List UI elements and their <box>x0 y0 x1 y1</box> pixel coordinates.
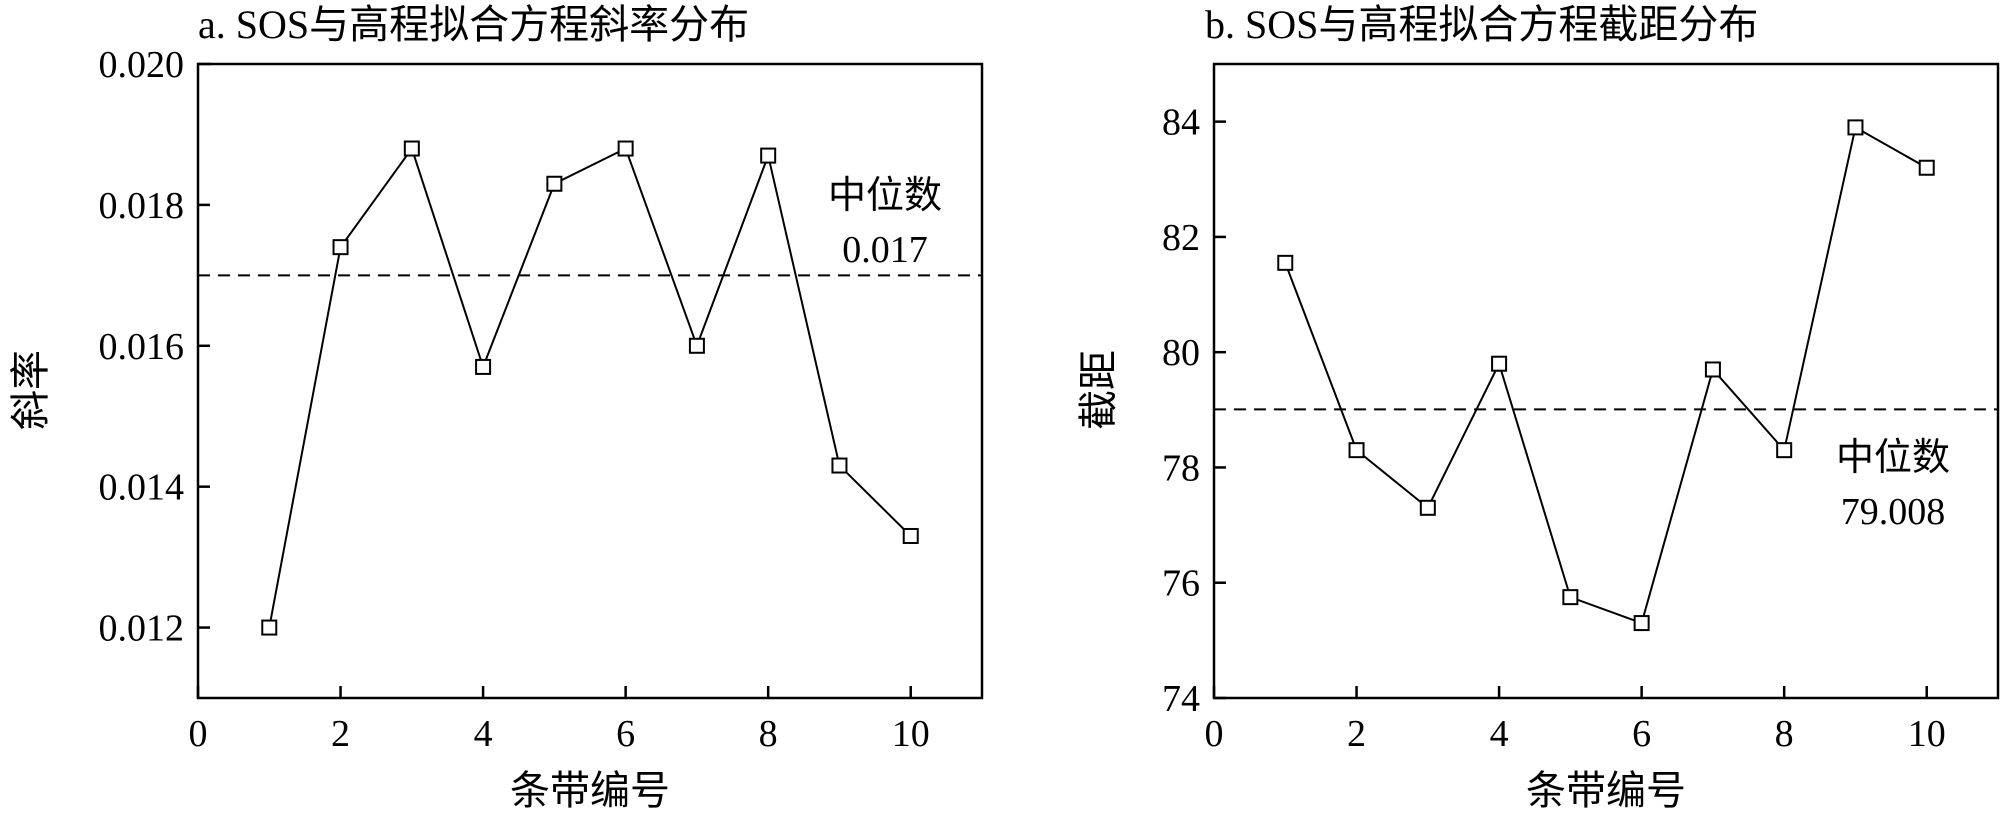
x-tick-label-a: 6 <box>616 713 635 755</box>
y-tick-label-a: 0.016 <box>99 326 185 368</box>
y-tick-label-a: 0.012 <box>99 608 185 650</box>
y-axis-label-a: 斜率 <box>8 350 53 430</box>
median-label-b-line1: 中位数 <box>1836 437 1950 479</box>
y-tick-label-b: 74 <box>1162 678 1200 720</box>
data-point-a <box>261 619 278 636</box>
data-point-b <box>1776 442 1793 459</box>
data-point-a <box>546 175 563 192</box>
panel-b: b. SOS与高程拟合方程截距分布 条带编号 截距 中位数 79.008 0 2 4… <box>1076 2 2000 813</box>
y-tick-label-b: 78 <box>1162 447 1200 489</box>
data-point-b <box>1847 119 1864 136</box>
y-tick-label-a: 0.020 <box>99 44 185 86</box>
x-tick-label-b: 10 <box>1908 713 1946 755</box>
y-tick-label-a: 0.014 <box>99 467 185 509</box>
chart-title-a: a. SOS与高程拟合方程斜率分布 <box>198 2 749 47</box>
y-tick-label-b: 84 <box>1162 102 1200 144</box>
data-point-a <box>688 337 705 354</box>
series-line-b <box>1284 125 1928 625</box>
x-tick-label-a: 0 <box>189 713 208 755</box>
data-point-b <box>1918 159 1935 176</box>
y-axis-label-b: 截距 <box>1076 350 1121 430</box>
y-tick-label-a: 0.018 <box>99 185 185 227</box>
data-point-b <box>1704 361 1721 378</box>
data-point-b <box>1633 615 1650 632</box>
x-tick-label-b: 6 <box>1632 713 1651 755</box>
data-point-a <box>760 147 777 164</box>
data-point-b <box>1348 442 1365 459</box>
y-tick-label-b: 80 <box>1162 332 1200 374</box>
x-tick-label-a: 10 <box>892 713 930 755</box>
data-point-a <box>617 140 634 157</box>
plot-frame-b <box>1212 62 2000 700</box>
median-label-b-line2: 79.008 <box>1841 491 1946 533</box>
y-tick-label-b: 82 <box>1162 217 1200 259</box>
median-label-a-line1: 中位数 <box>828 175 942 217</box>
data-point-b <box>1419 499 1436 516</box>
x-tick-label-b: 2 <box>1347 713 1366 755</box>
chart-title-b: b. SOS与高程拟合方程截距分布 <box>1205 2 1758 47</box>
plot-frame-a <box>196 62 984 700</box>
x-tick-label-b: 4 <box>1490 713 1509 755</box>
x-tick-label-a: 8 <box>759 713 778 755</box>
x-axis-label-b: 条带编号 <box>1526 768 1686 813</box>
x-tick-label-b: 8 <box>1775 713 1794 755</box>
data-point-a <box>475 358 492 375</box>
x-tick-label-a: 4 <box>474 713 493 755</box>
data-point-a <box>831 457 848 474</box>
data-point-b <box>1277 254 1294 271</box>
data-point-a <box>902 527 919 544</box>
data-point-b <box>1562 589 1579 606</box>
data-point-a <box>403 140 420 157</box>
panel-a: a. SOS与高程拟合方程斜率分布 条带编号 斜率 中位数 0.017 0 2 4 6… <box>8 2 984 813</box>
series-line-a <box>268 146 912 628</box>
median-label-a-line2: 0.017 <box>842 229 928 271</box>
x-tick-label-a: 2 <box>331 713 350 755</box>
data-point-a <box>332 239 349 256</box>
y-tick-label-b: 76 <box>1162 563 1200 605</box>
data-point-b <box>1491 355 1508 372</box>
x-tick-label-b: 0 <box>1205 713 1224 755</box>
x-axis-label-a: 条带编号 <box>510 768 670 813</box>
